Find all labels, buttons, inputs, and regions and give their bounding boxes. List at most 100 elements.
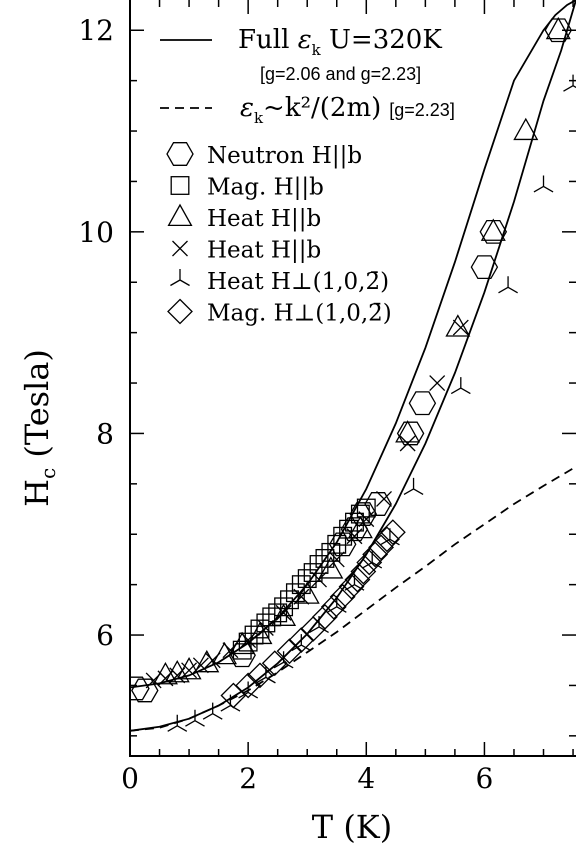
svg-text:Hc (Tesla): Hc (Tesla) xyxy=(18,349,60,507)
x-axis-label: T (K) xyxy=(312,808,392,846)
tri-branch-marker-point xyxy=(255,666,276,684)
square-marker-point xyxy=(327,534,347,554)
legend-solid-label-suffix: U=320K xyxy=(321,25,443,55)
tri-branch-marker-point xyxy=(167,714,188,732)
diamond-marker-point xyxy=(288,627,315,653)
tri-branch-marker-point xyxy=(403,477,424,495)
diamond-marker-point xyxy=(276,638,303,665)
hexagon-marker-point xyxy=(470,255,499,280)
square-marker-point xyxy=(256,613,276,633)
legend-dashed-label-formula: ~k²/(2m) xyxy=(263,93,381,123)
cross-marker-point xyxy=(358,511,375,528)
diamond-marker-point xyxy=(344,566,371,593)
x-axis: 0 2 4 6 xyxy=(121,0,574,795)
diamond-marker-point xyxy=(247,662,273,689)
legend-entry-label: Mag. H⊥(1,0,2̄) xyxy=(207,301,392,327)
triangle-marker-point xyxy=(347,515,373,539)
plot-frame xyxy=(129,0,576,757)
cross-marker-point xyxy=(346,528,363,545)
x-tick-label: 4 xyxy=(357,762,375,795)
triangle-marker-point xyxy=(318,556,344,579)
hexagon-marker-point xyxy=(130,676,150,701)
diamond-marker-point xyxy=(356,549,383,576)
legend: Full εk U=320K[g=2.06 and g=2.23]εk~k²/(… xyxy=(160,25,455,327)
cross-marker-point xyxy=(293,588,310,605)
legend-cross-marker xyxy=(172,240,188,257)
legend-entry-label: Heat H⊥(1,0,2̄) xyxy=(207,269,389,295)
y-tick-label: 10 xyxy=(78,216,114,249)
y-axis-label-main: H xyxy=(18,479,56,507)
triangle-marker-point xyxy=(545,16,571,40)
series-tri xyxy=(167,74,576,732)
legend-square-marker xyxy=(170,176,190,195)
legend-entry-label: Heat H||b xyxy=(207,206,321,232)
tri-branch-marker-point xyxy=(563,74,576,92)
legend-dashed-label-subscript: k xyxy=(254,109,264,127)
cross-marker-point xyxy=(311,571,327,588)
x-tick-label: 2 xyxy=(239,762,257,795)
series-diamond xyxy=(220,519,406,709)
hexagon-marker-point xyxy=(349,502,378,526)
triangle-marker-point xyxy=(152,662,178,685)
triangle-marker-point xyxy=(395,420,421,443)
legend-entry-label: Neutron H||b xyxy=(207,143,362,169)
cross-marker-point xyxy=(157,670,174,687)
cross-marker-point xyxy=(429,375,446,391)
cross-marker-point xyxy=(240,632,257,649)
triangle-marker-point xyxy=(513,117,539,141)
legend-entry-label: Heat H||b xyxy=(207,238,321,264)
square-marker-point xyxy=(250,619,270,639)
y-axis-label: Hc (Tesla) xyxy=(18,349,60,507)
square-marker-point xyxy=(321,542,341,562)
cross-marker-point xyxy=(204,652,221,669)
diamond-marker-point xyxy=(374,526,400,553)
y-tick-label: 8 xyxy=(96,417,114,450)
square-marker-point xyxy=(309,555,329,574)
hexagon-marker-point xyxy=(396,421,425,446)
dashed-fit-curve xyxy=(130,465,576,732)
square-marker-point xyxy=(285,583,305,603)
plot-border xyxy=(129,0,576,757)
hexagon-marker-point xyxy=(364,492,392,516)
diamond-marker-point xyxy=(362,541,389,568)
y-tick-label: 12 xyxy=(78,14,114,47)
square-marker-point xyxy=(333,526,353,546)
y-axis-label-unit: (Tesla) xyxy=(18,349,56,468)
cross-marker-point xyxy=(257,620,274,636)
square-marker-point xyxy=(268,603,288,623)
legend-solid-label-prefix: Full xyxy=(238,25,298,55)
hexagon-marker-point xyxy=(408,391,437,416)
cross-marker-point xyxy=(181,662,198,679)
legend-diamond-marker xyxy=(167,298,193,325)
cross-marker-point xyxy=(452,319,469,336)
square-marker-point xyxy=(274,597,294,617)
cross-marker-point xyxy=(376,491,392,507)
diamond-marker-point xyxy=(235,672,262,699)
series-cross xyxy=(145,319,469,689)
hexagon-marker-point xyxy=(328,532,357,557)
hexagon-marker-point xyxy=(544,18,573,43)
legend-solid-line-label: Full εk U=320K xyxy=(238,25,442,59)
cross-marker-point xyxy=(399,435,416,452)
data-series xyxy=(130,16,576,732)
cross-marker-point xyxy=(328,551,345,568)
diamond-marker-point xyxy=(379,519,406,546)
legend-triangle-marker xyxy=(167,203,193,227)
diamond-marker-point xyxy=(320,593,347,620)
legend-dashed-line-label: εk~k²/(2m) [g=2.23] xyxy=(240,93,455,127)
triangle-marker-point xyxy=(445,314,471,337)
tri-branch-marker-point xyxy=(185,709,205,727)
cross-marker-point xyxy=(169,667,186,684)
tri-branch-marker-point xyxy=(498,276,518,294)
square-marker-point xyxy=(356,498,376,518)
diamond-marker-point xyxy=(338,573,365,600)
y-axis: 6 8 10 12 xyxy=(78,14,576,737)
legend-dashed-label-note: [g=2.23] xyxy=(389,100,455,120)
diamond-marker-point xyxy=(350,558,377,585)
legend-solid-label-subscript: k xyxy=(312,41,322,59)
cross-marker-point xyxy=(192,657,209,674)
y-axis-label-subscript: c xyxy=(36,468,60,479)
square-marker-point xyxy=(238,632,258,652)
tri-branch-marker-point xyxy=(450,377,471,395)
